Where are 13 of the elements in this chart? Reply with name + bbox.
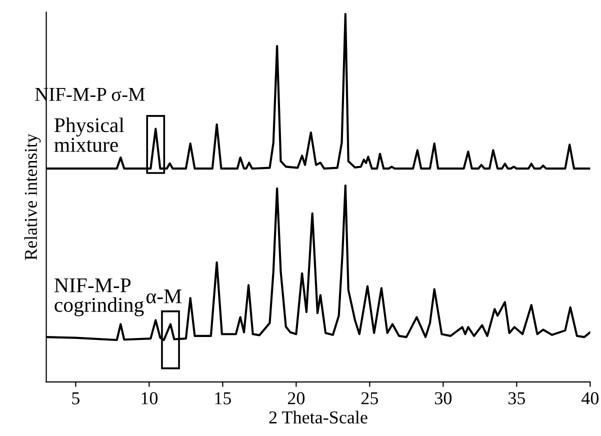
x-tick-label: 5: [72, 392, 80, 404]
x-tick-label: 20: [288, 392, 305, 404]
x-tick-label: 40: [582, 392, 599, 404]
y-axis-title: Relative intensity: [24, 134, 41, 260]
x-tick-label: 35: [508, 392, 526, 404]
x-tick-label: 10: [142, 392, 158, 404]
x-axis-title: 2 Theta-Scale: [269, 410, 368, 424]
annotation: NIF-M-P cogrinding: [54, 278, 144, 316]
annotation: α-M: [146, 290, 182, 304]
x-tick-label: 15: [215, 392, 231, 404]
annotation: Physical mixture: [54, 118, 124, 152]
x-tick-label: 30: [435, 392, 452, 404]
x-tick-label: 25: [361, 392, 378, 404]
